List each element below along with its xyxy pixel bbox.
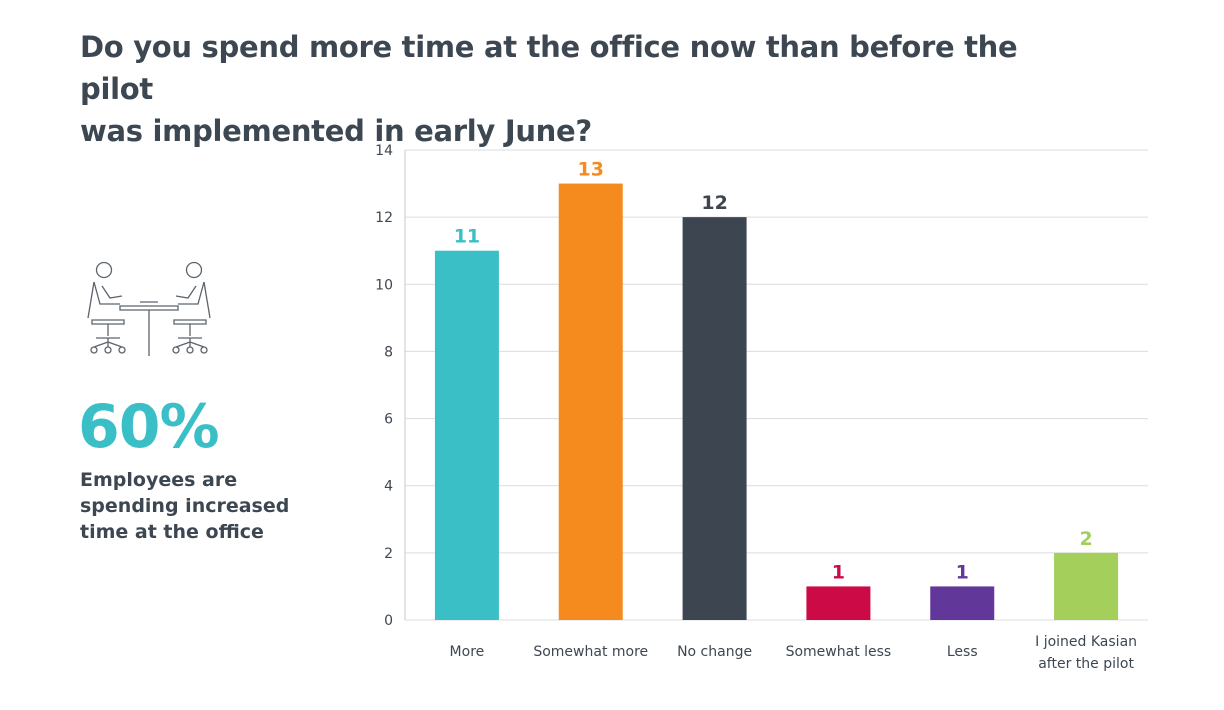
bar [930, 586, 995, 620]
x-tick-label: Less [947, 644, 978, 660]
y-tick-label: 14 [375, 143, 393, 159]
bar [558, 183, 623, 621]
y-tick-label: 10 [375, 277, 393, 293]
stat-caption-line: Employees are [80, 469, 238, 491]
x-tick-label: Somewhat more [533, 644, 648, 660]
data-label: 12 [701, 192, 727, 214]
data-label: 11 [454, 226, 480, 248]
data-label: 1 [956, 561, 969, 583]
title-line-2: was implemented in early June? [80, 114, 592, 148]
x-tick-label: after the pilot [1038, 656, 1134, 672]
y-tick-label: 4 [384, 479, 393, 495]
bar [434, 250, 499, 620]
x-tick-label: More [450, 644, 485, 660]
stat-caption: Employees are spending increased time at… [80, 467, 300, 545]
bar [682, 217, 747, 620]
y-tick-label: 8 [384, 344, 393, 360]
y-tick-label: 6 [384, 412, 393, 428]
stat-value: 60% [78, 392, 220, 462]
y-tick-label: 0 [384, 613, 393, 629]
stat-caption-line: spending increased [80, 495, 290, 517]
data-label: 2 [1079, 528, 1092, 550]
meeting-desk-icon [87, 261, 211, 356]
y-tick-label: 2 [384, 546, 393, 562]
bar [806, 586, 871, 620]
x-tick-label: I joined Kasian [1035, 634, 1137, 650]
data-label: 1 [832, 561, 845, 583]
x-tick-label: No change [677, 644, 752, 660]
data-label: 13 [578, 159, 604, 181]
stat-caption-line: time at the office [80, 521, 264, 543]
bar [1054, 552, 1119, 620]
x-tick-label: Somewhat less [786, 644, 892, 660]
title-line-1: Do you spend more time at the office now… [80, 30, 1018, 106]
y-tick-label: 12 [375, 210, 393, 226]
page-title: Do you spend more time at the office now… [80, 26, 1080, 152]
